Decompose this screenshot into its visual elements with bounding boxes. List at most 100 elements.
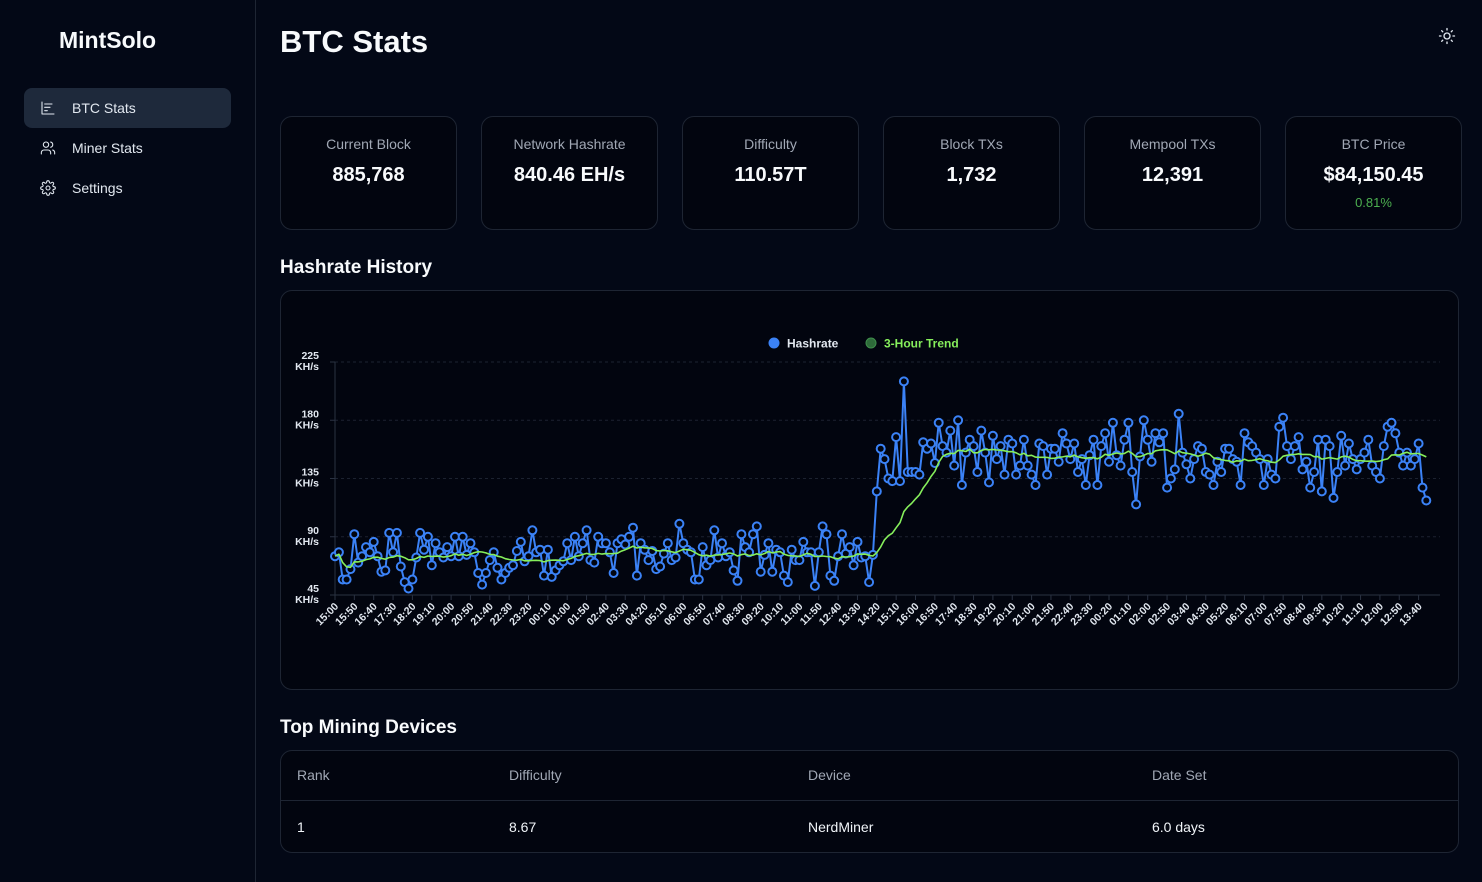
sidebar-item-miner-stats[interactable]: Miner Stats — [24, 128, 231, 168]
top-devices-table-card: Rank Difficulty Device Date Set 1 8.67 N… — [280, 750, 1459, 853]
hashrate-point — [1309, 467, 1320, 477]
hashrate-point — [1343, 438, 1354, 449]
hashrate-point — [1374, 473, 1385, 484]
hashrate-point — [709, 525, 720, 536]
hashrate-point — [391, 527, 402, 538]
hashrate-point — [848, 560, 859, 571]
y-tick-label: 45 — [307, 583, 319, 595]
hashrate-point — [477, 579, 488, 590]
stat-card-current-block: Current Block 885,768 — [280, 116, 457, 230]
hashrate-point — [1069, 438, 1080, 449]
y-tick-label: 225 — [301, 350, 319, 362]
trend-line — [334, 448, 1427, 569]
bar-chart-icon — [41, 101, 55, 115]
hashrate-point — [1359, 447, 1370, 458]
hashrate-point — [717, 538, 727, 549]
hashrate-point — [817, 521, 828, 532]
hashrate-point — [655, 561, 666, 572]
hashrate-point — [589, 557, 600, 568]
stat-card-block-txs: Block TXs 1,732 — [883, 116, 1060, 230]
chart-series — [330, 376, 1432, 594]
hashrate-point — [407, 574, 418, 585]
hashrate-point — [991, 454, 1002, 465]
hashrate-point — [879, 454, 890, 465]
y-tick-unit: KH/s — [295, 478, 319, 490]
hashrate-point — [380, 565, 391, 576]
hashrate-point — [1142, 434, 1153, 445]
hashrate-point — [674, 518, 685, 529]
hashrate-point — [1138, 415, 1149, 426]
hashrate-point — [426, 560, 437, 571]
column-header-rank[interactable]: Rank — [281, 751, 509, 801]
hashrate-point — [1073, 467, 1083, 477]
legend-hashrate-label[interactable]: Hashrate — [787, 337, 839, 351]
y-tick-unit: KH/s — [295, 594, 319, 606]
hashrate-history-title: Hashrate History — [280, 257, 433, 278]
hashrate-point — [1363, 434, 1374, 445]
hashrate-point — [341, 574, 352, 585]
hashrate-point — [864, 577, 875, 588]
stat-card-difficulty: Difficulty 110.57T — [682, 116, 859, 230]
hashrate-point — [1076, 454, 1087, 465]
column-header-date-set[interactable]: Date Set — [1152, 751, 1458, 801]
theme-toggle-button[interactable] — [1438, 27, 1456, 45]
hashrate-point — [767, 566, 778, 577]
column-header-difficulty[interactable]: Difficulty — [509, 751, 808, 801]
hashrate-point — [844, 542, 855, 553]
legend-trend-label[interactable]: 3-Hour Trend — [884, 337, 959, 351]
hashrate-point — [415, 527, 426, 538]
hashrate-point — [1011, 469, 1022, 480]
hashrate-point — [465, 538, 476, 549]
column-header-device[interactable]: Device — [808, 751, 1152, 801]
hashrate-point — [1216, 467, 1227, 477]
hashrate-point — [1239, 428, 1250, 439]
hashrate-point — [577, 538, 588, 549]
hashrate-point — [1332, 467, 1343, 477]
hashrate-point — [1413, 438, 1424, 449]
hashrate-point — [1417, 482, 1428, 493]
hashrate-point — [620, 539, 631, 550]
hashrate-point — [422, 531, 433, 542]
hashrate-point — [1107, 417, 1118, 428]
hashrate-point — [914, 469, 925, 480]
hashrate-point — [1026, 469, 1037, 480]
top-devices-title: Top Mining Devices — [280, 717, 458, 738]
legend-trend-swatch[interactable] — [865, 337, 877, 349]
hashrate-point — [898, 376, 909, 387]
price-change-badge: 0.81% — [1355, 195, 1392, 210]
stat-value: 1,732 — [946, 164, 997, 186]
legend-hashrate-swatch[interactable] — [768, 337, 780, 349]
hashrate-point — [1328, 492, 1339, 503]
y-tick-label: 135 — [301, 467, 319, 479]
hashrate-point — [527, 525, 538, 536]
hashrate-point — [368, 536, 379, 547]
users-icon — [40, 141, 56, 155]
hashrate-point — [875, 443, 886, 454]
hashrate-point — [987, 430, 998, 441]
sidebar-item-settings[interactable]: Settings — [24, 168, 231, 208]
hashrate-point — [1100, 428, 1111, 439]
page-title: BTC Stats — [280, 24, 429, 59]
hashrate-point — [419, 544, 429, 555]
hashrate-point — [643, 555, 654, 566]
hashrate-point — [763, 538, 774, 549]
hashrate-point — [1378, 441, 1389, 452]
hashrate-point — [357, 551, 368, 562]
stat-label: BTC Price — [1341, 136, 1406, 152]
hashrate-point — [813, 547, 824, 558]
hashrate-point — [953, 415, 964, 426]
hashrate-point — [809, 580, 820, 591]
table-row[interactable]: 1 8.67 NerdMiner 6.0 days — [281, 800, 1458, 852]
hashrate-point — [1185, 473, 1196, 484]
stat-label: Block TXs — [940, 136, 1003, 152]
hashrate-point — [492, 562, 503, 573]
hashrate-point — [1053, 456, 1064, 467]
hashrate-chart-card: 45 KH/s 90 KH/s 135 KH/s 180 KH/s 225 KH/s 15:00 1… — [280, 290, 1459, 690]
hashrate-point — [480, 568, 491, 578]
sidebar-item-btc-stats[interactable]: BTC Stats — [24, 88, 231, 128]
hashrate-point — [388, 547, 399, 558]
sidebar-item-label: Settings — [72, 180, 123, 196]
hashrate-point — [508, 560, 518, 571]
